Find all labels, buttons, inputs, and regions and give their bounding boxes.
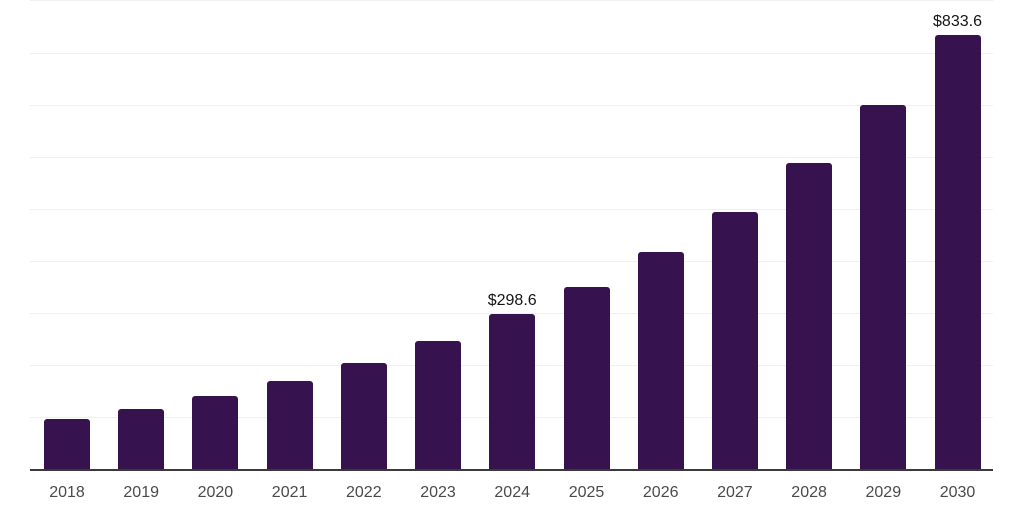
x-tick-label-2028: 2028 [791, 484, 827, 501]
x-tick-label-2021: 2021 [271, 484, 308, 501]
bar-2025[interactable] [563, 286, 610, 469]
x-axis-line [30, 469, 993, 471]
bar-2021[interactable] [266, 381, 313, 469]
bar-2030[interactable] [934, 35, 981, 469]
gridline-500 [30, 208, 993, 210]
bar-2019[interactable] [118, 409, 165, 469]
x-tick-label-2020: 2020 [197, 484, 234, 501]
x-tick-label-2023: 2023 [420, 484, 456, 501]
bar-2026[interactable] [637, 252, 684, 469]
data-label-2030: $833.6 [933, 13, 982, 30]
x-tick-label-2019: 2019 [123, 484, 159, 501]
x-tick-label-2029: 2029 [865, 484, 902, 501]
bar-2027[interactable] [711, 212, 758, 469]
gridline-300 [30, 312, 993, 314]
gridline-400 [30, 260, 993, 262]
bar-2018[interactable] [44, 419, 90, 469]
bar-2023[interactable] [415, 341, 461, 469]
x-tick-label-2027: 2027 [717, 484, 753, 501]
bar-2024[interactable] [489, 313, 536, 469]
x-tick-label-2022: 2022 [346, 484, 382, 501]
x-tick-label-2018: 2018 [49, 484, 85, 501]
data-label-2024: $298.6 [487, 291, 537, 309]
gridline-700 [30, 104, 993, 106]
gridline-800 [30, 52, 993, 54]
bar-2028[interactable] [786, 163, 833, 469]
gridline-900 [30, 0, 993, 2]
x-tick-label-2024: 2024 [494, 484, 530, 501]
x-tick-label-2026: 2026 [642, 484, 679, 501]
x-tick-label-2030: 2030 [939, 484, 976, 501]
bar-2020[interactable] [192, 396, 239, 469]
gridline-600 [30, 156, 993, 158]
x-tick-label-2025: 2025 [568, 484, 605, 501]
bar-2029[interactable] [860, 105, 907, 469]
bar-2022[interactable] [340, 363, 387, 469]
